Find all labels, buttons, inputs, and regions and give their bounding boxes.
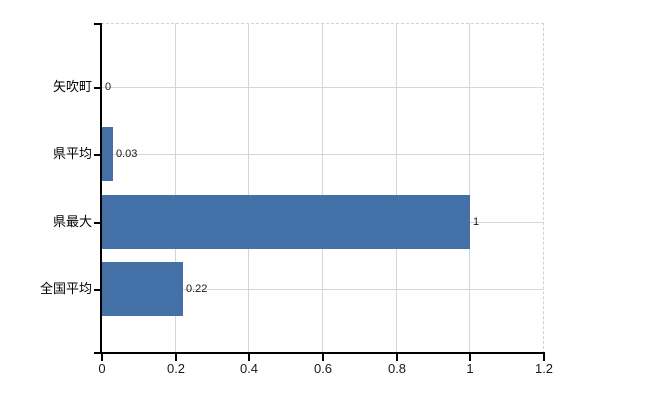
bar <box>102 127 113 181</box>
category-label: 県平均 <box>52 146 92 161</box>
x-tick <box>101 354 103 361</box>
x-tick <box>175 354 177 361</box>
x-gridline <box>248 23 249 353</box>
x-tick <box>469 354 471 361</box>
x-gridline <box>469 23 470 353</box>
x-gridline <box>175 23 176 353</box>
y-gridline <box>101 154 543 155</box>
x-tick-label: 0.8 <box>387 361 407 376</box>
x-tick <box>248 354 250 361</box>
x-tick-label: 0.2 <box>166 361 186 376</box>
category-label: 県最大 <box>52 214 92 229</box>
x-tick-label: 1 <box>466 361 474 376</box>
x-gridline <box>396 23 397 353</box>
x-axis-line <box>94 352 545 354</box>
category-label: 矢吹町 <box>52 79 92 94</box>
y-gridline <box>101 289 543 290</box>
y-tick <box>94 222 101 224</box>
value-label: 0.22 <box>186 283 208 295</box>
category-label: 全国平均 <box>39 281 92 296</box>
x-tick-label: 1.2 <box>534 361 554 376</box>
x-tick <box>396 354 398 361</box>
y-tick <box>94 289 101 291</box>
x-tick-label: 0.4 <box>239 361 259 376</box>
x-gridline <box>322 23 323 353</box>
x-tick-label: 0 <box>98 361 106 376</box>
value-label: 0 <box>105 81 112 93</box>
value-label: 0.03 <box>116 148 138 160</box>
y-tick <box>94 154 101 156</box>
bar <box>102 195 470 249</box>
y-axis-end-tick <box>94 23 101 25</box>
x-tick <box>543 354 545 361</box>
y-gridline <box>101 87 543 88</box>
y-axis-line <box>100 23 102 353</box>
y-tick <box>94 87 101 89</box>
x-tick-label: 0.6 <box>313 361 333 376</box>
value-label: 1 <box>473 216 480 228</box>
bar <box>102 262 183 316</box>
x-tick <box>322 354 324 361</box>
